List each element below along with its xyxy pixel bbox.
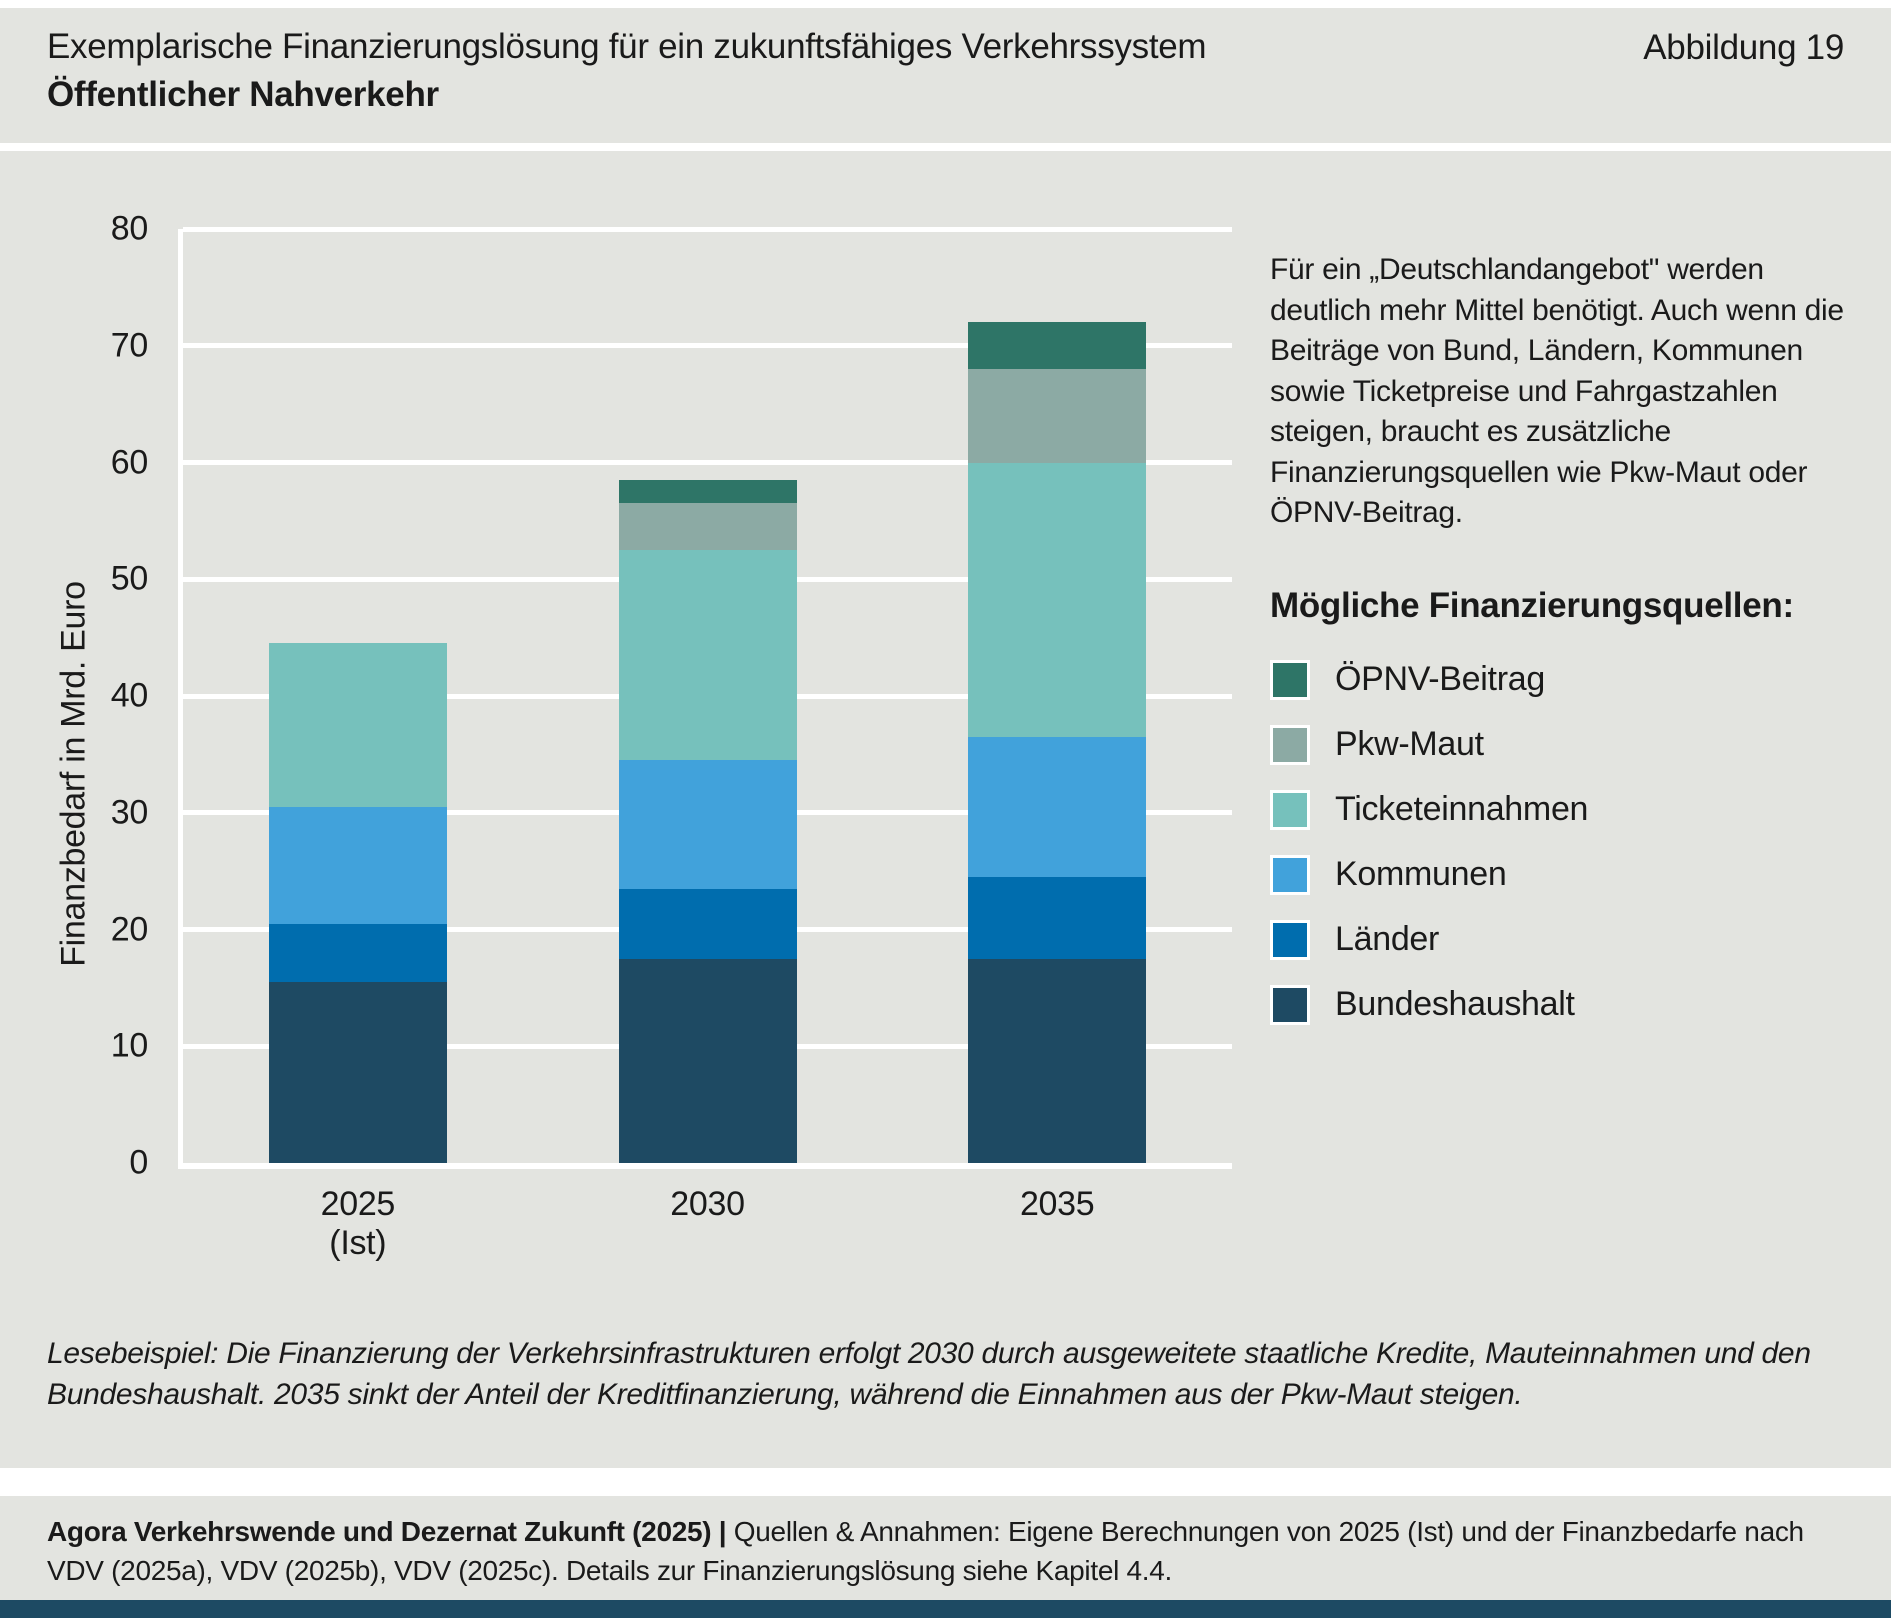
chart-section: Finanzbedarf in Mrd. Euro 0 10 20 30 40 50 60 7… [0, 151, 1891, 1468]
legend-swatch-kommunen [1270, 854, 1310, 895]
footer-source-rest: Quellen & Annahmen: Eigene Berechnungen … [47, 1516, 1804, 1587]
bar-segment-2035-ticketeinnahmen [968, 462, 1147, 737]
gridline-70 [183, 343, 1232, 349]
legend-label: Länder [1335, 920, 1440, 958]
bar-segment-2030-bundeshaushalt [618, 958, 797, 1163]
legend: ÖPNV-Beitrag Pkw-Maut Ticketeinnahmen Kommu… [1270, 659, 1870, 1025]
bar-segment-2030-ticketeinnahmen [618, 550, 797, 761]
reading-example: Lesebeispiel: Die Finanzierung der Verke… [47, 1337, 1811, 1412]
bar-segment-2025-ist--bundeshaushalt [268, 982, 447, 1163]
bar-segment-2030-öpnv-beitrag [618, 480, 797, 504]
annotation-text: Für ein „Deutschlandangebot" werden deut… [1270, 253, 1844, 529]
x-tick-label-2025-ist-: 2025 (Ist) [320, 1185, 396, 1263]
legend-item-ticketeinnahmen: Ticketeinnahmen [1270, 789, 1870, 830]
y-tick-label-0: 0 [129, 1143, 148, 1182]
legend-item-kommunen: Kommunen [1270, 854, 1870, 895]
bar-2025-ist- [268, 229, 447, 1163]
legend-swatch-pkw-maut [1270, 724, 1310, 765]
footer-source-bold: Agora Verkehrswende und Dezernat Zukunft… [47, 1516, 727, 1547]
legend-swatch-länder [1270, 919, 1310, 960]
gridline-80 [183, 226, 1232, 232]
y-tick-label-70: 70 [110, 326, 149, 365]
plot-area: 2025 (Ist) 2030 2035 [178, 226, 1232, 1262]
bar-segment-2025-ist--länder [268, 923, 447, 983]
y-tick-label-80: 80 [110, 209, 149, 248]
bar-2035 [968, 229, 1147, 1163]
x-tick-label-2030: 2030 [670, 1185, 745, 1223]
legend-heading: Mögliche Finanzierungsquellen: [1270, 585, 1794, 625]
bar-segment-2030-länder [618, 888, 797, 959]
bar-2030 [618, 229, 797, 1163]
legend-item-bundeshaushalt: Bundeshaushalt [1270, 984, 1870, 1025]
figure-title: Exemplarische Finanzierungslösung für ei… [47, 27, 1207, 66]
bar-segment-2035-kommunen [968, 736, 1147, 877]
legend-label: Kommunen [1335, 855, 1507, 893]
bar-segment-2035-bundeshaushalt [968, 958, 1147, 1163]
y-axis-labels: 0 10 20 30 40 50 60 70 80 [0, 210, 149, 1182]
bottom-accent-bar [0, 1600, 1891, 1618]
legend-label: Pkw-Maut [1335, 725, 1484, 763]
y-axis-line [178, 229, 183, 1169]
legend-label: Ticketeinnahmen [1335, 790, 1589, 828]
bar-segment-2030-kommunen [618, 760, 797, 889]
gridline-60 [183, 460, 1232, 465]
bar-segment-2025-ist--ticketeinnahmen [268, 643, 447, 807]
footer-source-line: Agora Verkehrswende und Dezernat Zukunft… [47, 1512, 1844, 1590]
bar-segment-2035-öpnv-beitrag [968, 322, 1147, 370]
figure-subtitle: Öffentlicher Nahverkehr [47, 75, 439, 114]
legend-swatch-öpnv-beitrag [1270, 659, 1310, 700]
x-axis-line [178, 1163, 1232, 1169]
legend-swatch-ticketeinnahmen [1270, 789, 1310, 830]
legend-label: Bundeshaushalt [1335, 985, 1575, 1023]
header: Exemplarische Finanzierungslösung für ei… [0, 8, 1891, 143]
legend-item-pkw-maut: Pkw-Maut [1270, 724, 1870, 765]
y-tick-label-30: 30 [110, 793, 149, 832]
footer: Agora Verkehrswende und Dezernat Zukunft… [0, 1496, 1891, 1600]
side-panel: Für ein „Deutschlandangebot" werden deut… [1270, 250, 1870, 1050]
bar-segment-2030-pkw-maut [618, 503, 797, 551]
x-tick-label-2035: 2035 [1019, 1185, 1095, 1223]
y-tick-label-10: 10 [110, 1026, 149, 1065]
legend-item-öpnv-beitrag: ÖPNV-Beitrag [1270, 659, 1870, 700]
y-tick-label-20: 20 [110, 910, 149, 948]
y-tick-label-60: 60 [110, 443, 149, 481]
y-tick-label-50: 50 [110, 559, 149, 598]
bar-segment-2035-länder [968, 876, 1147, 959]
legend-swatch-bundeshaushalt [1270, 984, 1310, 1025]
legend-item-länder: Länder [1270, 919, 1870, 960]
y-tick-label-40: 40 [110, 676, 149, 715]
legend-label: ÖPNV-Beitrag [1335, 660, 1545, 698]
bar-segment-2025-ist--kommunen [268, 806, 447, 924]
title-row: Exemplarische Finanzierungslösung für ei… [47, 27, 1844, 68]
bar-segment-2035-pkw-maut [968, 369, 1147, 463]
figure-number: Abbildung 19 [1643, 28, 1844, 67]
